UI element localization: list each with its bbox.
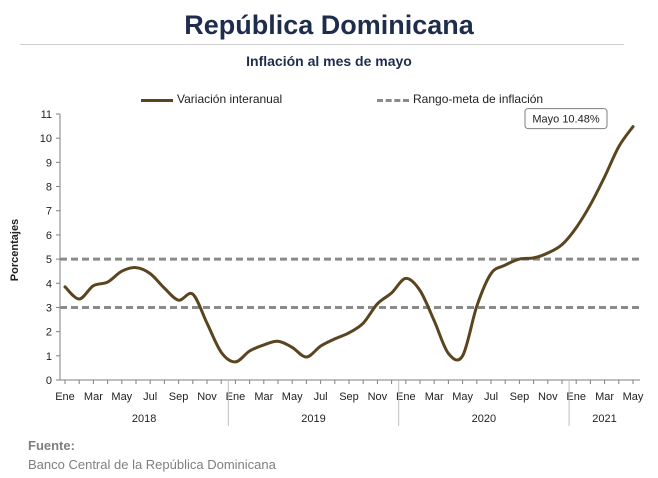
x-tick-label: May [452, 391, 473, 403]
x-tick-label: Jul [143, 391, 157, 403]
x-tick-label: Ene [396, 391, 416, 403]
year-label: 2018 [132, 413, 156, 425]
y-tick-label: 5 [46, 254, 52, 266]
x-tick-label: Ene [226, 391, 246, 403]
chart-subtitle: Inflación al mes de mayo [246, 53, 412, 69]
x-tick-label: Sep [510, 391, 530, 403]
legend-swatch-dashed [377, 99, 409, 102]
x-tick-label: Sep [339, 391, 359, 403]
x-tick-label: Ene [55, 391, 75, 403]
annotation-box [524, 108, 608, 130]
y-tick-label: 1 [46, 351, 52, 363]
y-tick-label: 9 [46, 157, 52, 169]
year-label: 2020 [472, 413, 496, 425]
year-label: 2019 [301, 413, 325, 425]
y-tick-label: 11 [41, 109, 52, 121]
legend-label-series: Variación interanual [177, 92, 283, 106]
y-tick-label: 3 [46, 302, 52, 314]
x-tick-label: Jul [314, 391, 328, 403]
y-tick-label: 6 [46, 230, 52, 242]
y-tick-label: 8 [46, 182, 52, 194]
y-tick-label: 7 [46, 206, 52, 218]
x-tick-label: Mar [425, 391, 444, 403]
y-tick-label: 10 [40, 133, 52, 145]
title-divider [20, 44, 624, 45]
legend-item-target: Rango-meta de inflación [377, 92, 597, 108]
x-tick-label: May [111, 391, 132, 403]
x-tick-label: Nov [197, 391, 217, 403]
legend-swatch-solid [141, 99, 173, 102]
x-tick-label: Nov [368, 391, 388, 403]
x-tick-label: Jul [484, 391, 498, 403]
source-label: Fuente: [28, 438, 75, 453]
x-tick-label: Mar [254, 391, 273, 403]
legend-item-series: Variación interanual [141, 92, 321, 108]
x-tick-label: May [282, 391, 303, 403]
series-line-variacion-interanual [63, 125, 635, 364]
x-tick-label: Sep [169, 391, 189, 403]
annotation-label: Mayo 10.48% [532, 114, 599, 126]
x-tick-label: Ene [566, 391, 586, 403]
y-tick-label: 4 [46, 278, 52, 290]
x-tick-label: Nov [538, 391, 558, 403]
y-tick-label: 2 [46, 327, 52, 339]
chart-title: República Dominicana [184, 10, 474, 40]
x-tick-label: Mar [595, 391, 614, 403]
legend-label-target: Rango-meta de inflación [413, 92, 544, 106]
year-label: 2021 [592, 413, 616, 425]
source-text: Banco Central de la República Dominicana [28, 457, 276, 472]
x-tick-label: May [623, 391, 644, 403]
y-tick-label: 0 [46, 375, 52, 387]
x-tick-label: Mar [84, 391, 103, 403]
